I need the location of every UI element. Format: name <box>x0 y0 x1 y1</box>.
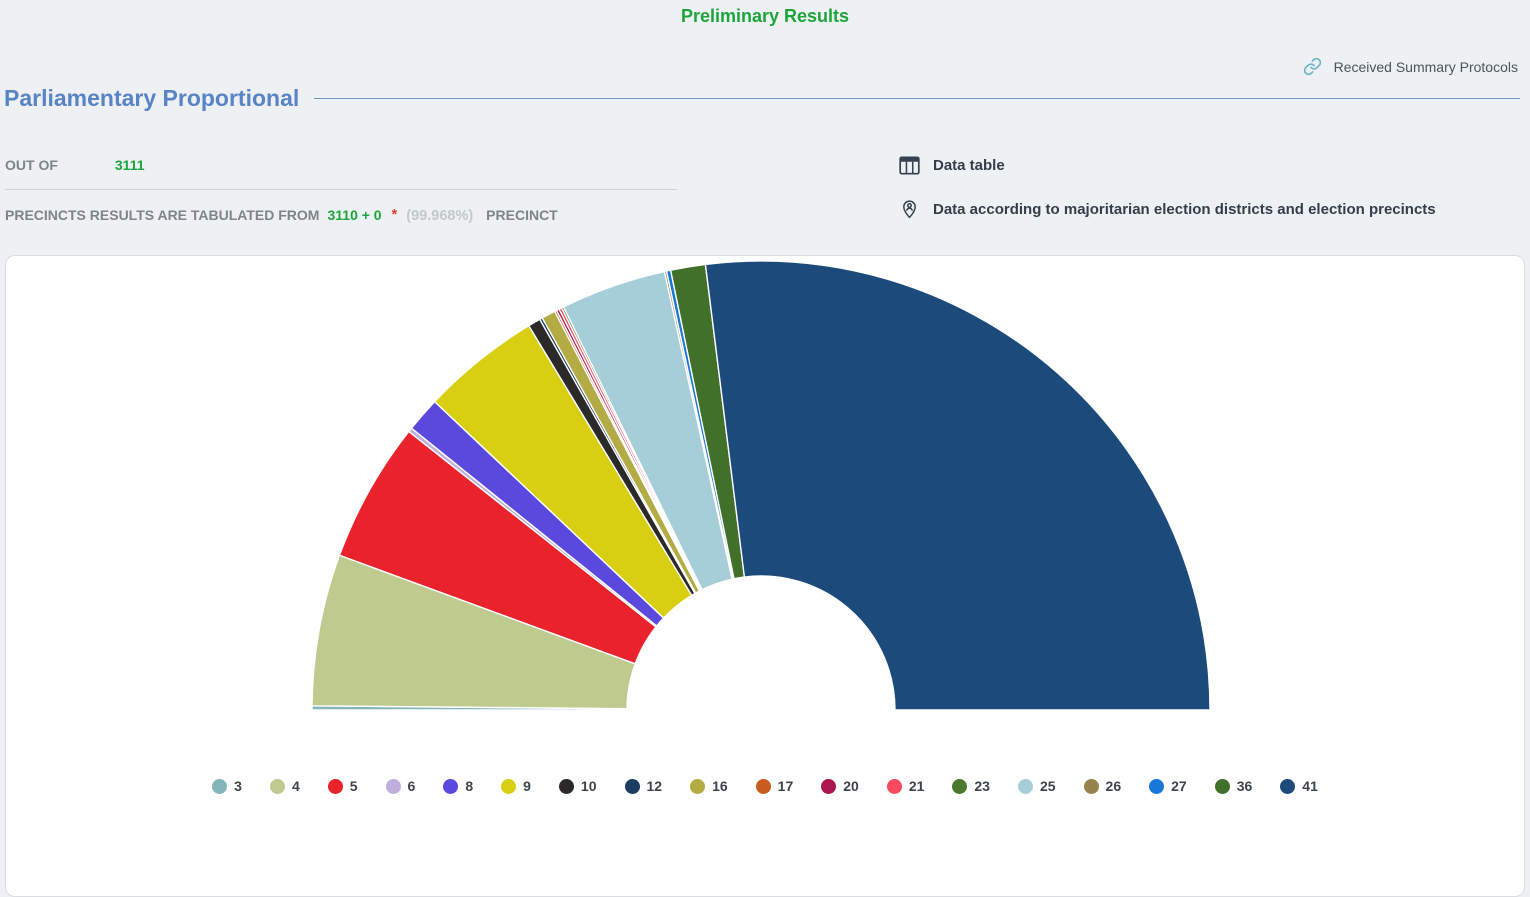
data-links-block: Data table Data according to majoritaria… <box>899 156 1436 224</box>
stats-divider <box>5 189 677 190</box>
section-title: Parliamentary Proportional <box>4 85 300 111</box>
legend-item-8[interactable]: 8 <box>443 778 473 794</box>
legend-item-26[interactable]: 26 <box>1083 778 1122 794</box>
legend-label: 5 <box>349 778 358 794</box>
legend-dot <box>501 778 517 794</box>
legend-label: 25 <box>1039 778 1056 794</box>
legend-item-23[interactable]: 23 <box>952 778 990 794</box>
legend-item-10[interactable]: 10 <box>558 778 597 794</box>
legend-item-12[interactable]: 12 <box>624 778 663 794</box>
legend-dot <box>1017 778 1033 794</box>
legend-dot <box>952 778 968 794</box>
tabulated-row: PRECINCTS RESULTS ARE TABULATED FROM 311… <box>5 207 677 224</box>
tabulated-percent: (99.968%) <box>406 208 474 224</box>
out-of-row: OUT OF 3111 <box>5 156 677 174</box>
legend-label: 36 <box>1236 778 1253 794</box>
received-summary-protocols-label: Received Summary Protocols <box>1333 58 1518 75</box>
legend-label: 21 <box>908 778 925 794</box>
precincts-stats-block: OUT OF 3111 PRECINCTS RESULTS ARE TABULA… <box>5 156 677 224</box>
legend-item-27[interactable]: 27 <box>1149 778 1187 794</box>
legend-dot <box>385 778 401 794</box>
legend-item-20[interactable]: 20 <box>821 778 859 794</box>
table-icon <box>899 156 920 175</box>
half-donut <box>311 260 1211 711</box>
legend-dot <box>821 778 837 794</box>
legend-dot <box>1280 778 1296 794</box>
legend-item-41[interactable]: 41 <box>1280 778 1318 794</box>
legend-item-25[interactable]: 25 <box>1017 778 1056 794</box>
link-icon <box>1303 57 1321 76</box>
legend-label: 10 <box>580 778 597 794</box>
section-divider <box>314 98 1520 99</box>
results-chart-card: 3 4 5 6 8 9 10 12 16 17 20 21 23 25 26 27 36 41 <box>5 255 1525 897</box>
legend-dot <box>624 778 640 794</box>
legend-dot <box>443 778 459 794</box>
legend-label: 12 <box>646 778 663 794</box>
legend-dot <box>886 778 902 794</box>
page-title: Preliminary Results <box>680 6 850 26</box>
data-table-label: Data table <box>933 157 1005 174</box>
legend-item-4[interactable]: 4 <box>269 778 300 794</box>
tabulated-label: PRECINCTS RESULTS ARE TABULATED FROM <box>5 207 320 223</box>
legend-label: 3 <box>234 778 242 794</box>
legend-dot <box>327 778 343 794</box>
legend-dot <box>1214 778 1230 794</box>
legend-label: 8 <box>465 778 474 794</box>
out-of-label: OUT OF <box>5 157 58 173</box>
legend-dot <box>1149 778 1165 794</box>
legend-item-6[interactable]: 6 <box>385 778 416 794</box>
donut-segment-41[interactable] <box>704 260 1211 711</box>
footnote-asterisk: * <box>391 207 398 223</box>
legend-label: 16 <box>712 778 728 794</box>
tabulated-value: 3110 + 0 <box>327 207 382 223</box>
legend-item-5[interactable]: 5 <box>327 778 358 794</box>
legend-label: 17 <box>777 778 794 794</box>
legend-label: 4 <box>291 778 300 794</box>
chart-legend: 3 4 5 6 8 9 10 12 16 17 20 21 23 25 26 27 36 41 <box>6 778 1524 794</box>
majoritarian-data-label: Data according to majoritarian election … <box>933 200 1436 218</box>
legend-dot <box>755 778 771 794</box>
out-of-value: 3111 <box>114 157 145 173</box>
majoritarian-data-link[interactable]: Data according to majoritarian election … <box>899 198 1436 220</box>
precinct-label: PRECINCT <box>486 207 558 223</box>
legend-item-36[interactable]: 36 <box>1214 778 1253 794</box>
info-panel: OUT OF 3111 PRECINCTS RESULTS ARE TABULA… <box>0 156 1530 224</box>
legend-item-16[interactable]: 16 <box>690 778 728 794</box>
legend-item-9[interactable]: 9 <box>501 778 531 794</box>
legend-label: 41 <box>1302 778 1318 794</box>
legend-label: 26 <box>1105 778 1122 794</box>
data-table-link[interactable]: Data table <box>899 156 1436 175</box>
section-header: Parliamentary Proportional <box>0 85 1530 112</box>
legend-dot <box>269 778 285 794</box>
legend-label: 20 <box>843 778 859 794</box>
legend-label: 6 <box>407 778 416 794</box>
legend-label: 23 <box>974 778 990 794</box>
legend-item-17[interactable]: 17 <box>755 778 794 794</box>
legend-label: 27 <box>1171 778 1187 794</box>
legend-dot <box>690 778 706 794</box>
legend-label: 9 <box>523 778 531 794</box>
legend-item-21[interactable]: 21 <box>886 778 925 794</box>
received-summary-protocols-link[interactable]: Received Summary Protocols <box>0 57 1530 76</box>
legend-dot <box>212 778 228 794</box>
legend-dot <box>558 778 574 794</box>
legend-dot <box>1083 778 1099 794</box>
legend-item-3[interactable]: 3 <box>212 778 242 794</box>
location-pin-icon <box>903 200 916 219</box>
